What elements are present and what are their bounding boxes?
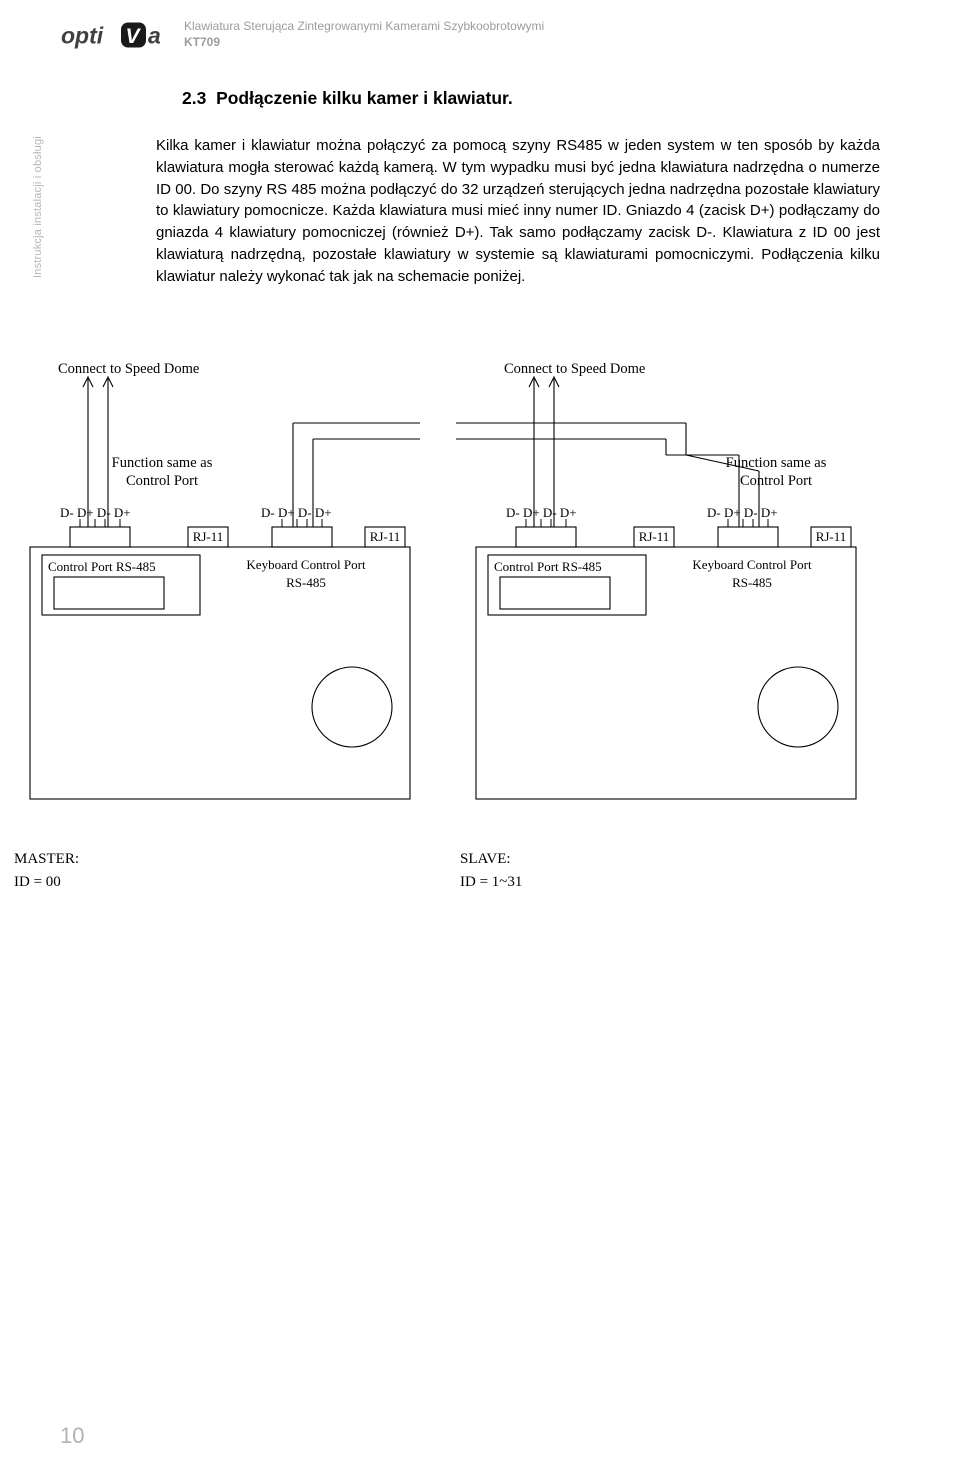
caption-slave-l2: ID = 1~31 [460, 871, 870, 894]
label-pins-right-2: D- D+ D- D+ [707, 505, 778, 520]
caption-master-l1: MASTER: [14, 848, 424, 871]
label-kbd-l2-2: RS-485 [732, 575, 772, 590]
label-pins-left-2: D- D+ D- D+ [506, 505, 577, 520]
label-rj11-4: RJ-11 [816, 529, 847, 544]
caption-slave: SLAVE: ID = 1~31 [460, 848, 870, 893]
svg-text:opti: opti [61, 23, 104, 49]
section-body: Kilka kamer i klawiatur można połączyć z… [156, 135, 880, 287]
diagram-slave-svg: Connect to Speed Dome Function same as [456, 359, 866, 829]
label-connect: Connect to Speed Dome [58, 361, 199, 377]
label-control-port: Control Port RS-485 [48, 559, 156, 574]
label-function-l1: Function same as [112, 455, 213, 471]
diagram-master-svg: Connect to Speed Dome Function same as C… [10, 359, 420, 829]
page-header: opti V a Klawiatura Sterująca Zintegrowa… [60, 18, 900, 56]
label-function-l2: Control Port [126, 473, 198, 489]
label-connect-2: Connect to Speed Dome [504, 361, 645, 377]
svg-text:V: V [126, 25, 142, 48]
label-pins-left: D- D+ D- D+ [60, 505, 131, 520]
page: opti V a Klawiatura Sterująca Zintegrowa… [0, 0, 960, 1477]
section-number: 2.3 [182, 88, 206, 108]
label-control-port-2: Control Port RS-485 [494, 559, 602, 574]
header-title-line1: Klawiatura Sterująca Zintegrowanymi Kame… [184, 18, 544, 34]
header-text: Klawiatura Sterująca Zintegrowanymi Kame… [184, 18, 544, 50]
diagram-slave: Connect to Speed Dome Function same as [456, 359, 866, 834]
diagram-master: Connect to Speed Dome Function same as C… [10, 359, 420, 834]
svg-text:a: a [148, 23, 161, 49]
page-number: 10 [60, 1423, 84, 1449]
section-title: Podłączenie kilku kamer i klawiatur. [216, 88, 513, 108]
caption-slave-l1: SLAVE: [460, 848, 870, 871]
label-kbd-l2: RS-485 [286, 575, 326, 590]
section-heading: 2.3 Podłączenie kilku kamer i klawiatur. [156, 88, 880, 109]
sidebar-vertical-label: Instrukcja instalacji i obsługi [32, 68, 48, 278]
label-function-l1-2: Function same as [726, 455, 827, 471]
label-kbd-l1-2: Keyboard Control Port [692, 557, 812, 572]
header-title-line2: KT709 [184, 34, 544, 50]
brand-logo: opti V a [60, 18, 170, 56]
label-kbd-l1: Keyboard Control Port [246, 557, 366, 572]
label-rj11-2: RJ-11 [370, 529, 401, 544]
label-rj11-3: RJ-11 [639, 529, 670, 544]
label-pins-right: D- D+ D- D+ [261, 505, 332, 520]
label-rj11-1: RJ-11 [193, 529, 224, 544]
caption-master: MASTER: ID = 00 [14, 848, 424, 893]
caption-master-l2: ID = 00 [14, 871, 424, 894]
main-content: 2.3 Podłączenie kilku kamer i klawiatur.… [60, 88, 900, 287]
logo-svg: opti V a [60, 18, 170, 56]
diagram-captions: MASTER: ID = 00 SLAVE: ID = 1~31 [10, 848, 870, 893]
wiring-diagram: Connect to Speed Dome Function same as C… [10, 359, 870, 893]
label-function-l2-2: Control Port [740, 473, 812, 489]
diagram-row: Connect to Speed Dome Function same as C… [10, 359, 870, 834]
